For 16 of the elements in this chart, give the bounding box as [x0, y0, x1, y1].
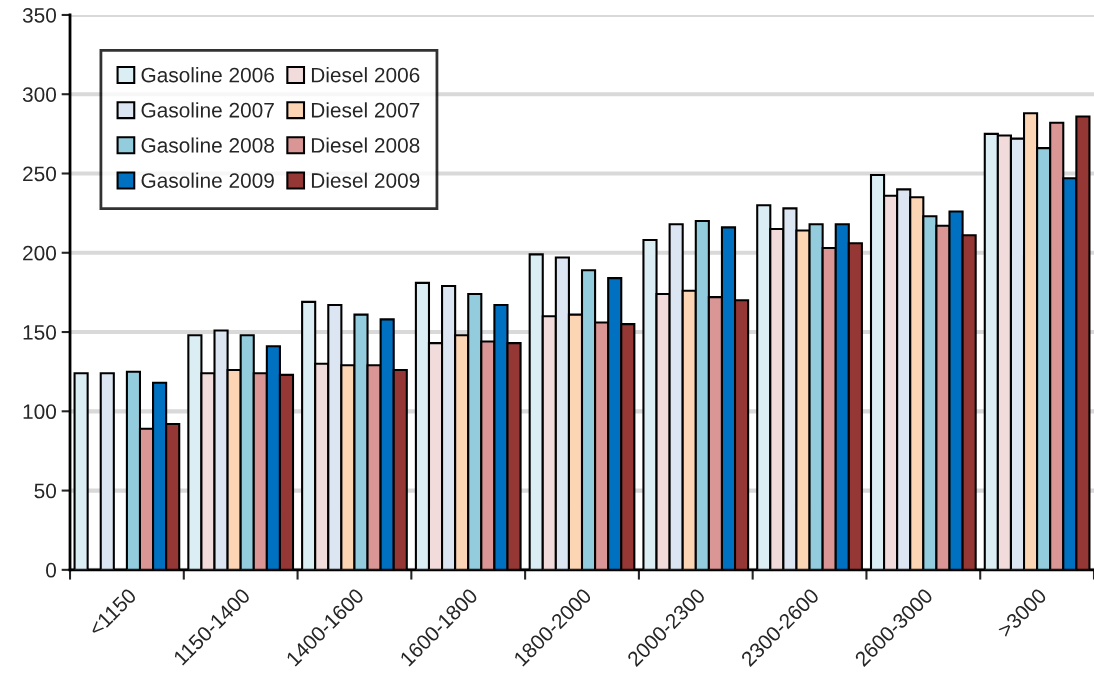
- y-tick-label: 250: [23, 166, 57, 182]
- y-tick-label: 300: [22, 87, 57, 102]
- y-tick-label: 350: [22, 7, 57, 23]
- y-tick-label: 50: [34, 483, 57, 499]
- legend-label: Diesel 2008: [311, 137, 420, 153]
- y-tick-label: 0: [46, 562, 57, 578]
- y-tick-label: 150: [23, 325, 57, 340]
- legend-label: Diesel 2009: [311, 172, 420, 188]
- y-tick-label: 200: [23, 245, 57, 261]
- legend-label: Diesel 2007: [311, 102, 420, 118]
- legend-label: Gasoline 2009: [141, 172, 274, 188]
- y-tick-label: 100: [23, 404, 57, 420]
- legend-label: Gasoline 2006: [141, 67, 274, 83]
- legend-label: Diesel 2006: [311, 67, 420, 83]
- legend-label: Gasoline 2007: [141, 102, 274, 118]
- legend-label: Gasoline 2008: [141, 137, 274, 153]
